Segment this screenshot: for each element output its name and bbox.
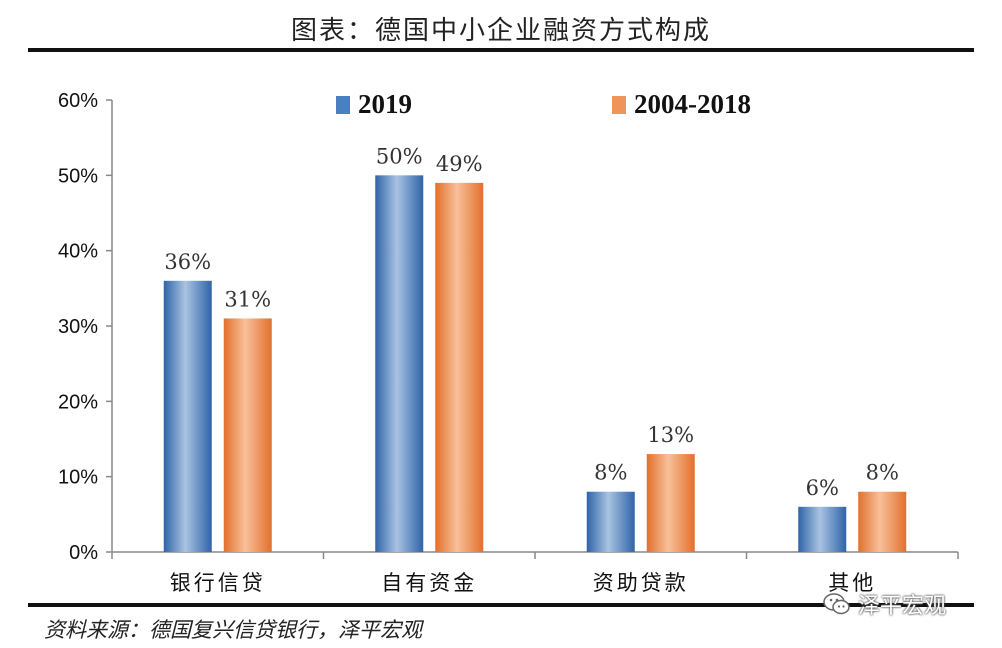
data-label: 8% [866,461,899,485]
bar-chart: 0% 10% 20% 30% 40% 50% 60% 36% 31% 50% 49% 8% 13% 6%… [58,89,959,595]
data-label: 8% [594,461,627,485]
data-label: 6% [806,476,839,500]
y-tick-label: 30% [58,316,98,338]
data-labels: 36% 31% 50% 49% 8% 13% 6% 8% [164,144,899,499]
x-axis-categories: 银行信贷 自有资金 资助贷款 其他 [170,571,876,595]
legend-label: 2019 [358,89,412,119]
x-category-label: 其他 [828,571,876,595]
bar [586,491,635,552]
bar [646,454,695,552]
top-rule [28,48,974,52]
bar [858,491,907,552]
y-tick-label: 40% [58,241,98,263]
data-label: 49% [436,152,483,176]
bar [798,506,847,552]
bar [163,280,212,552]
y-tick-label: 50% [58,165,98,187]
y-tick-label: 60% [58,90,98,112]
source-note: 资料来源：德国复兴信贷银行，泽平宏观 [44,618,422,642]
legend: 2019 2004-2018 [336,89,751,119]
y-tick-label: 20% [58,391,98,413]
figure-title: 图表：德国中小企业融资方式构成 [290,16,711,46]
legend-label: 2004-2018 [634,89,751,119]
wechat-logo-icon [823,593,850,615]
data-label: 50% [376,144,423,168]
x-category-label: 自有资金 [381,571,477,595]
bars [163,175,907,553]
legend-swatch [612,96,626,114]
bar [435,182,484,552]
y-tick-label: 10% [58,467,98,489]
data-label: 36% [164,250,211,274]
watermark: 泽平宏观 [822,588,946,620]
y-tick-label: 0% [69,542,98,564]
y-axis-ticks: 0% 10% 20% 30% 40% 50% 60% [58,90,112,564]
bar [375,175,424,553]
x-category-label: 银行信贷 [170,571,266,595]
x-category-label: 资助贷款 [593,571,689,595]
bottom-rule [28,603,974,607]
data-label: 31% [224,287,271,311]
legend-swatch [336,96,350,114]
bar [223,318,272,552]
data-label: 13% [647,423,694,447]
watermark-text: 泽平宏观 [858,594,947,619]
